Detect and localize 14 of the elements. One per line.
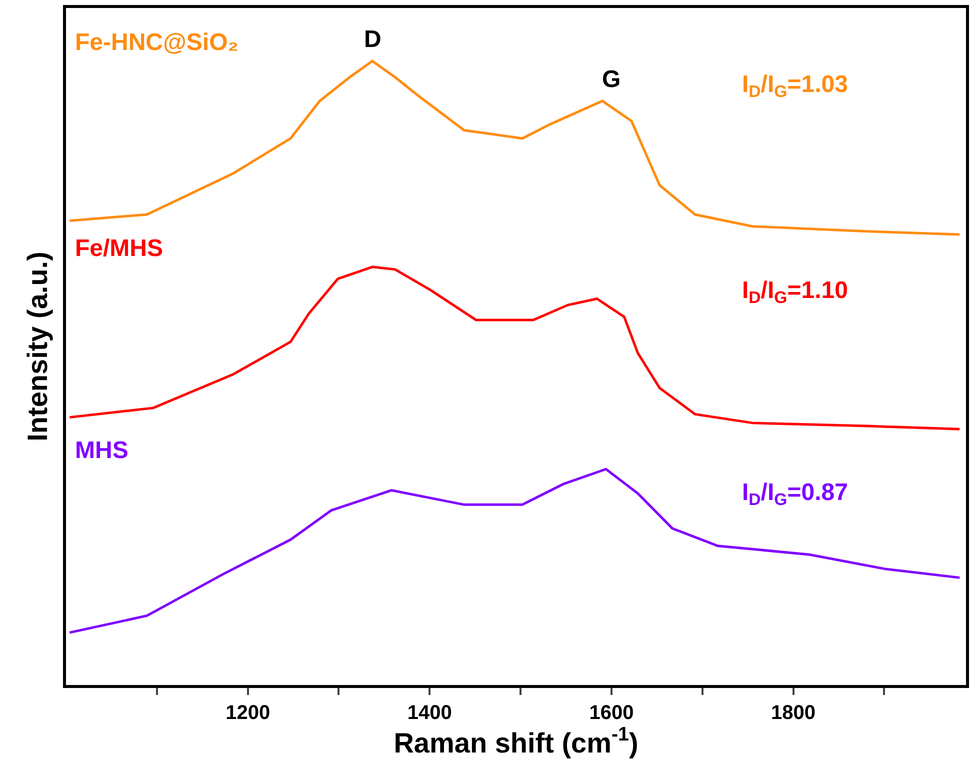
text: Fe/MHS bbox=[75, 235, 164, 262]
x-tick-label: 1800 bbox=[771, 702, 816, 724]
x-tick-label: 1200 bbox=[226, 702, 270, 724]
text: MHS bbox=[75, 437, 128, 464]
text: Fe-HNC@SiO₂ bbox=[75, 29, 238, 56]
annotation: I$_{D}$/I$_{G}$=1.03 bbox=[742, 71, 848, 102]
annotation: D bbox=[364, 26, 382, 53]
annotation: G bbox=[602, 66, 621, 93]
annotation: I$_{D}$/I$_{G}$=0.87 bbox=[742, 479, 848, 510]
y-axis-title: Intensity (a.u.) bbox=[22, 252, 53, 442]
x-tick-label: 1600 bbox=[589, 702, 634, 724]
x-axis-title: Raman shift (cm$^{-1}$) bbox=[394, 724, 638, 759]
x-tick-label: 1400 bbox=[407, 702, 452, 724]
annotation: I$_{D}$/I$_{G}$=1.10 bbox=[742, 277, 848, 308]
